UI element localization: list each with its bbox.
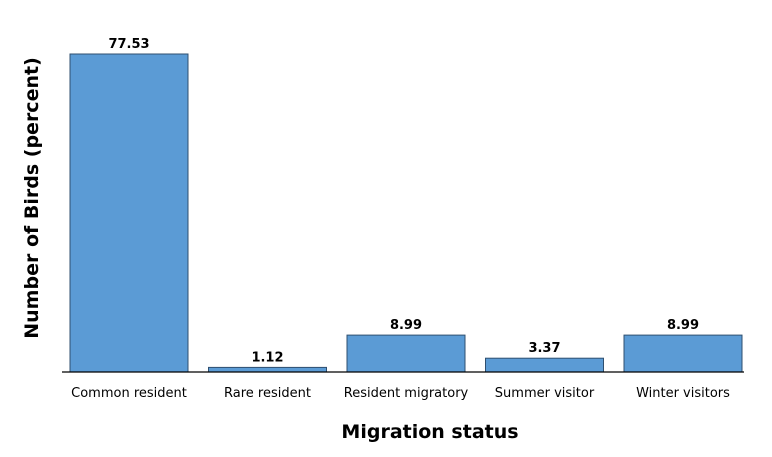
x-tick-labels-group: Common resident Rare resident Resident mig… bbox=[71, 386, 730, 401]
bar bbox=[623, 334, 743, 373]
x-tick-label: Resident migratory bbox=[344, 386, 469, 401]
x-axis-title: Migration status bbox=[341, 421, 518, 443]
x-tick-label: Winter visitors bbox=[636, 386, 730, 401]
value-labels-group: 77.53 1.12 8.99 3.37 8.99 bbox=[108, 37, 699, 365]
bar-value-label: 3.37 bbox=[528, 341, 560, 356]
bar bbox=[208, 366, 327, 373]
bar bbox=[346, 334, 466, 373]
bar-value-label: 8.99 bbox=[390, 318, 422, 333]
bar-value-label: 8.99 bbox=[667, 318, 699, 333]
bar-value-label: 77.53 bbox=[108, 37, 149, 52]
x-tick-label: Rare resident bbox=[224, 386, 311, 401]
bar-value-label: 1.12 bbox=[251, 350, 283, 365]
bars-group bbox=[69, 53, 743, 373]
y-axis-title: Number of Birds (percent) bbox=[21, 57, 43, 339]
x-tick-label: Summer visitor bbox=[495, 386, 595, 401]
bar bbox=[69, 53, 189, 373]
bar bbox=[485, 357, 604, 373]
x-tick-label: Common resident bbox=[71, 386, 187, 401]
